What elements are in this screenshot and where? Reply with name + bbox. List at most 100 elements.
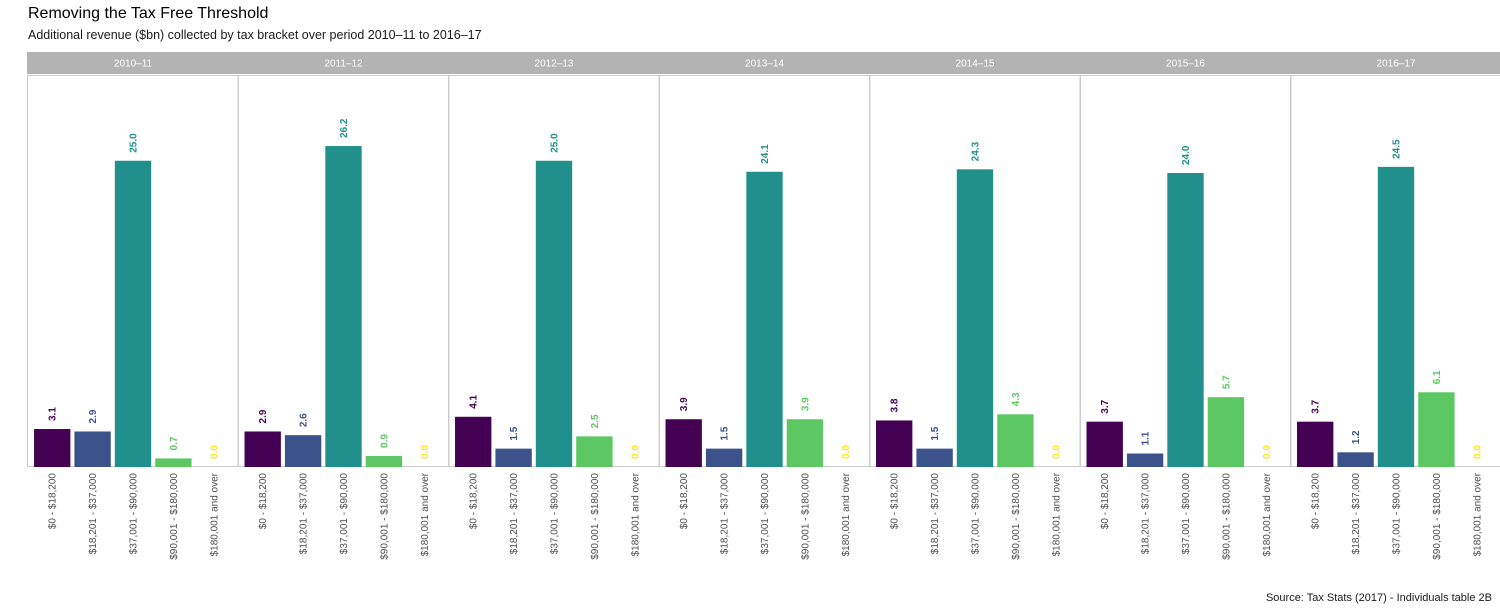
x-tick-label: $0 - $18,200: [48, 473, 59, 530]
x-tick-label: $180,001 and over: [1051, 472, 1062, 556]
data-label: 24.3: [971, 141, 982, 161]
bar: [535, 160, 573, 467]
facet-strip-label: 2011–12: [324, 59, 363, 70]
x-tick-label: $90,001 - $180,000: [379, 473, 390, 560]
x-tick-label: $37,001 - $90,000: [971, 473, 982, 555]
bar: [284, 435, 322, 467]
data-label: 1.2: [1351, 430, 1362, 444]
bar: [34, 429, 71, 467]
data-label: 0.0: [420, 445, 431, 459]
bar: [997, 414, 1034, 467]
data-label: 25.0: [550, 133, 561, 153]
x-tick-label: $0 - $18,200: [679, 473, 690, 530]
data-label: 3.9: [679, 397, 690, 411]
x-tick-label: $37,001 - $90,000: [339, 473, 350, 555]
bar: [916, 448, 953, 467]
x-tick-label: $37,001 - $90,000: [1181, 473, 1192, 555]
facet-strip-label: 2016–17: [1377, 59, 1416, 70]
data-label: 0.0: [1051, 445, 1062, 459]
data-label: 6.1: [1432, 370, 1443, 384]
data-label: 0.7: [169, 436, 180, 450]
facet-strip-label: 2013–14: [745, 59, 784, 70]
bar: [746, 171, 783, 467]
x-tick-label: $18,201 - $37,000: [509, 473, 520, 555]
data-label: 0.0: [1262, 445, 1273, 459]
bar: [155, 458, 192, 467]
x-tick-label: $180,001 and over: [841, 472, 852, 556]
facet-strip: [1079, 52, 1292, 74]
x-tick-label: $18,201 - $37,000: [88, 473, 99, 555]
x-tick-label: $90,001 - $180,000: [1221, 473, 1232, 560]
x-tick-label: $0 - $18,200: [1311, 473, 1322, 530]
bar: [956, 169, 994, 467]
data-label: 4.3: [1011, 392, 1022, 406]
data-label: 0.0: [841, 445, 852, 459]
bar: [1337, 452, 1374, 467]
x-tick-label: $0 - $18,200: [890, 473, 901, 530]
x-tick-label: $0 - $18,200: [469, 473, 480, 530]
bar: [74, 431, 111, 467]
x-tick-label: $37,001 - $90,000: [1392, 473, 1403, 555]
data-label: 26.2: [339, 118, 350, 138]
facet-strip: [237, 52, 450, 74]
bar: [576, 436, 613, 467]
bar: [1377, 166, 1415, 467]
data-label: 1.1: [1141, 431, 1152, 445]
x-tick-label: $18,201 - $37,000: [720, 473, 731, 555]
data-label: 3.1: [48, 407, 59, 421]
data-label: 0.0: [209, 445, 220, 459]
x-tick-label: $37,001 - $90,000: [129, 473, 140, 555]
data-label: 1.5: [720, 426, 731, 440]
x-tick-label: $90,001 - $180,000: [1011, 473, 1022, 560]
facet-strip-label: 2012–13: [535, 59, 574, 70]
data-label: 1.5: [509, 426, 520, 440]
data-label: 5.7: [1221, 375, 1232, 389]
x-tick-label: $180,001 and over: [1472, 472, 1483, 556]
bar: [325, 146, 362, 468]
data-label: 2.9: [88, 409, 99, 423]
x-tick-label: $18,201 - $37,000: [1141, 473, 1152, 555]
data-label: 2.6: [299, 413, 310, 427]
data-label: 2.9: [258, 409, 269, 423]
facet-strip: [658, 52, 871, 74]
bar: [244, 431, 281, 467]
data-label: 0.0: [630, 445, 641, 459]
x-tick-label: $37,001 - $90,000: [760, 473, 771, 555]
bar: [665, 419, 702, 467]
bar: [455, 416, 492, 467]
data-label: 3.8: [890, 398, 901, 412]
x-tick-label: $90,001 - $180,000: [169, 473, 180, 560]
bar: [786, 419, 824, 467]
x-tick-label: $180,001 and over: [209, 472, 220, 556]
data-label: 3.7: [1311, 399, 1322, 413]
chart-subtitle: Additional revenue ($bn) collected by ta…: [28, 28, 482, 42]
facet-strip-label: 2010–11: [114, 59, 153, 70]
bar: [1126, 453, 1164, 467]
bar: [1086, 421, 1123, 467]
bar: [495, 448, 532, 467]
data-label: 25.0: [129, 133, 140, 153]
x-tick-label: $37,001 - $90,000: [550, 473, 561, 555]
x-tick-label: $90,001 - $180,000: [800, 473, 811, 560]
bar: [114, 160, 152, 467]
bar: [365, 455, 403, 467]
x-tick-label: $90,001 - $180,000: [590, 473, 601, 560]
facet-strip-label: 2014–15: [956, 59, 995, 70]
x-tick-label: $18,201 - $37,000: [930, 473, 941, 555]
data-label: 0.0: [1472, 445, 1483, 459]
bar: [705, 448, 743, 467]
x-tick-label: $0 - $18,200: [258, 473, 269, 530]
data-label: 1.5: [930, 426, 941, 440]
x-tick-label: $180,001 and over: [420, 472, 431, 556]
x-tick-label: $0 - $18,200: [1100, 473, 1111, 530]
data-label: 0.9: [379, 434, 390, 448]
bar: [876, 420, 913, 467]
facet-strip: [448, 52, 660, 74]
bar: [1167, 173, 1204, 467]
chart-title: Removing the Tax Free Threshold: [28, 5, 269, 22]
data-label: 4.1: [469, 394, 480, 408]
source-caption: Source: Tax Stats (2017) - Individuals t…: [1265, 592, 1492, 604]
facet-strip: [869, 52, 1081, 74]
bar: [1418, 392, 1455, 467]
x-tick-label: $18,201 - $37,000: [299, 473, 310, 555]
